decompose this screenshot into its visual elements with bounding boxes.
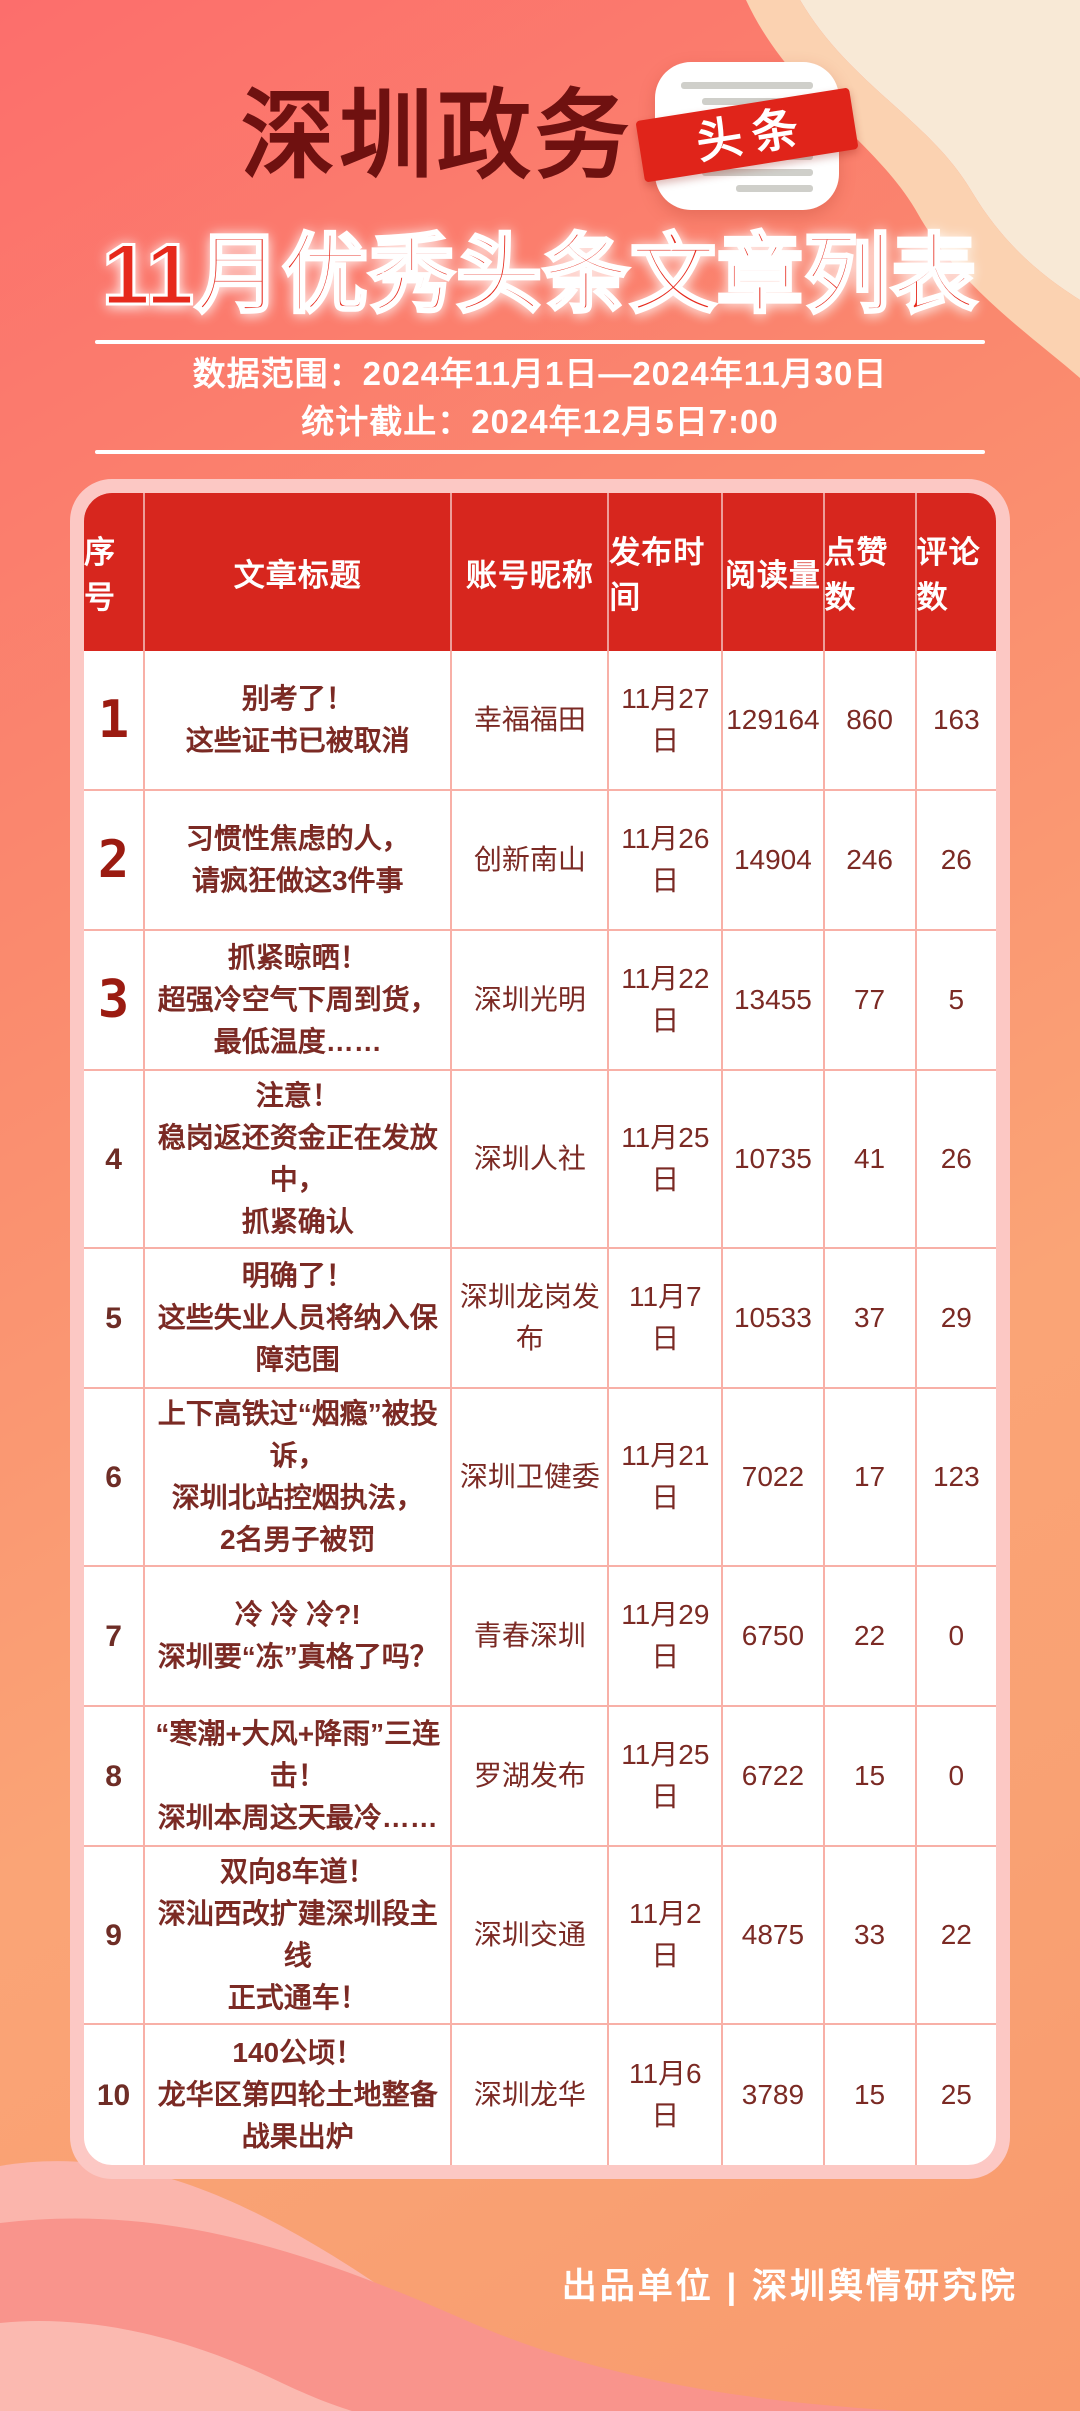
- credit-line: 出品单位 | 深圳舆情研究院: [561, 2267, 1018, 2306]
- cell-read-count: 6722: [723, 1707, 825, 1847]
- cell-article-title: 上下高铁过“烟瘾”被投诉， 深圳北站控烟执法， 2名男子被罚: [145, 1389, 453, 1567]
- cell-read-count: 10735: [723, 1071, 825, 1249]
- cell-read-count: 3789: [723, 2025, 825, 2165]
- cell-like-count: 22: [824, 1567, 917, 1707]
- brand-title: 深圳政务: [240, 80, 633, 191]
- cell-account-name: 深圳人社: [452, 1071, 610, 1249]
- toutiao-logo-icon: 头条: [635, 62, 859, 210]
- col-header-rank: 序号: [84, 493, 146, 651]
- col-header-likes: 点赞数: [824, 493, 917, 651]
- cell-account-name: 深圳龙岗发布: [452, 1249, 610, 1389]
- cell-publish-date: 11月22日: [609, 931, 724, 1071]
- corner-wave-bottom-left: [0, 2161, 905, 2411]
- cell-article-title: 注意！ 稳岗返还资金正在发放中， 抓紧确认: [145, 1071, 453, 1249]
- divider-line-top: [95, 340, 985, 344]
- cell-comment-count: 22: [916, 1847, 996, 2025]
- cell-article-title: 140公顷！ 龙华区第四轮土地整备 战果出炉: [145, 2025, 453, 2165]
- cell-account-name: 幸福福田: [452, 651, 610, 791]
- cell-comment-count: 0: [916, 1707, 996, 1847]
- divider-line-bottom: [95, 450, 985, 454]
- cell-comment-count: 123: [916, 1389, 996, 1567]
- cell-rank: 5: [84, 1249, 146, 1389]
- cell-account-name: 深圳卫健委: [452, 1389, 610, 1567]
- meta-data-range: 数据范围：2024年11月1日—2024年11月30日: [192, 355, 888, 392]
- cell-like-count: 15: [825, 2025, 917, 2165]
- cell-read-count: 7022: [723, 1389, 825, 1567]
- cell-like-count: 15: [824, 1707, 917, 1847]
- cell-rank: 2: [84, 791, 146, 931]
- cell-article-title: 冷 冷 冷?! 深圳要“冻”真格了吗？: [145, 1567, 453, 1707]
- cell-publish-date: 11月29日: [609, 1567, 724, 1707]
- cell-article-title: 别考了！ 这些证书已被取消: [145, 651, 453, 791]
- cell-like-count: 17: [824, 1389, 917, 1567]
- logo-banner-text: 头条: [692, 99, 812, 169]
- cell-comment-count: 26: [916, 791, 996, 931]
- cell-account-name: 创新南山: [452, 791, 610, 931]
- cell-like-count: 33: [824, 1847, 917, 2025]
- cell-article-title: 明确了！ 这些失业人员将纳入保障范围: [145, 1249, 453, 1389]
- cell-read-count: 14904: [723, 791, 825, 931]
- cell-like-count: 77: [824, 931, 917, 1071]
- cell-rank: 10: [84, 2025, 146, 2165]
- cell-like-count: 860: [824, 651, 917, 791]
- cell-publish-date: 11月21日: [609, 1389, 724, 1567]
- cell-read-count: 4875: [723, 1847, 825, 2025]
- cell-comment-count: 26: [916, 1071, 996, 1249]
- cell-article-title: “寒潮+大风+降雨”三连击！ 深圳本周这天最冷……: [145, 1707, 453, 1847]
- cell-rank: 1: [84, 651, 146, 791]
- cell-publish-date: 11月2日: [609, 1847, 724, 2025]
- cell-account-name: 青春深圳: [452, 1567, 610, 1707]
- col-header-title: 文章标题: [145, 493, 453, 651]
- article-table-card: 序号 文章标题 账号昵称 发布时间 阅读量 点赞数 评论数 1 别考了！ 这些证…: [70, 479, 1010, 2179]
- cell-rank: 8: [84, 1707, 146, 1847]
- cell-read-count: 6750: [723, 1567, 825, 1707]
- cell-rank: 4: [84, 1071, 146, 1249]
- col-header-account: 账号昵称: [452, 493, 610, 651]
- cell-comment-count: 5: [916, 931, 996, 1071]
- cell-rank: 6: [84, 1389, 146, 1567]
- cell-rank: 9: [84, 1847, 146, 2025]
- cell-publish-date: 11月6日: [609, 2025, 724, 2165]
- cell-publish-date: 11月26日: [609, 791, 724, 931]
- cell-rank: 7: [84, 1567, 146, 1707]
- header: 深圳政务 头条: [0, 62, 1080, 210]
- cell-read-count: 129164: [723, 651, 825, 791]
- cell-like-count: 246: [824, 791, 917, 931]
- cell-publish-date: 11月25日: [609, 1707, 724, 1847]
- cell-comment-count: 25: [940, 2079, 972, 2110]
- page-title: 11月优秀头条文章列表: [101, 225, 979, 324]
- cell-account-name: 罗湖发布: [452, 1707, 610, 1847]
- cell-like-count: 41: [824, 1071, 917, 1249]
- cell-account-name: 深圳交通: [452, 1847, 610, 2025]
- cell-account-name: 深圳龙华: [452, 2025, 610, 2165]
- cell-read-count: 13455: [723, 931, 825, 1071]
- col-header-date: 发布时间: [609, 493, 724, 651]
- col-header-comments: 评论数: [916, 493, 996, 651]
- cell-publish-date: 11月25日: [609, 1071, 724, 1249]
- cell-comment-count: 163: [916, 651, 996, 791]
- cell-article-title: 抓紧晾晒！ 超强冷空气下周到货， 最低温度……: [145, 931, 453, 1071]
- col-header-reads: 阅读量: [723, 493, 825, 651]
- meta-deadline: 统计截止：2024年12月5日7:00: [301, 403, 779, 440]
- cell-comment-count: 0: [916, 1567, 996, 1707]
- cell-read-count: 10533: [723, 1249, 825, 1389]
- cell-account-name: 深圳光明: [452, 931, 610, 1071]
- table-grid: 序号 文章标题 账号昵称 发布时间 阅读量 点赞数 评论数 1 别考了！ 这些证…: [84, 493, 996, 2165]
- cell-publish-date: 11月7日: [609, 1249, 724, 1389]
- cell-article-title: 双向8车道！ 深汕西改扩建深圳段主线 正式通车！: [145, 1847, 453, 2025]
- cell-article-title: 习惯性焦虑的人， 请疯狂做这3件事: [145, 791, 453, 931]
- cell-publish-date: 11月27日: [609, 651, 724, 791]
- cell-comment-count: 29: [916, 1249, 996, 1389]
- cell-like-count: 37: [824, 1249, 917, 1389]
- cell-rank: 3: [84, 931, 146, 1071]
